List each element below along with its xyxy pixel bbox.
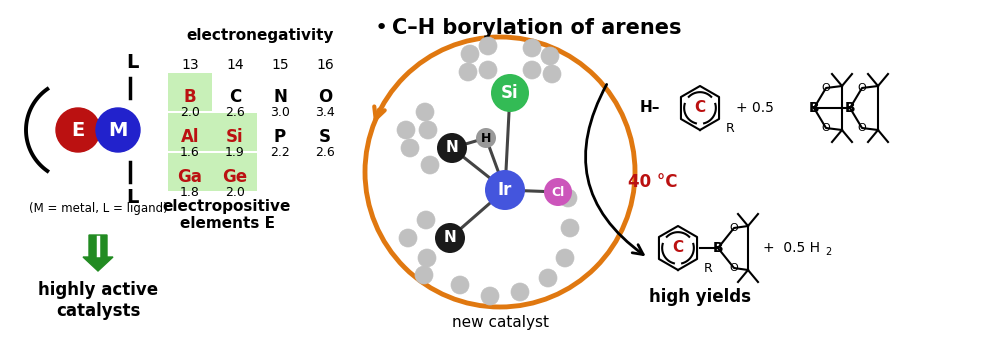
Circle shape bbox=[96, 108, 140, 152]
Text: high yields: high yields bbox=[649, 288, 751, 306]
Text: 2.0: 2.0 bbox=[225, 186, 245, 199]
Text: 14: 14 bbox=[226, 58, 244, 72]
Circle shape bbox=[539, 269, 557, 287]
Text: O: O bbox=[858, 83, 866, 93]
Text: •: • bbox=[375, 18, 388, 38]
Circle shape bbox=[56, 108, 100, 152]
Circle shape bbox=[481, 287, 499, 305]
Text: O: O bbox=[318, 88, 332, 106]
Text: O: O bbox=[822, 123, 830, 133]
Text: N: N bbox=[446, 140, 458, 155]
Text: S: S bbox=[319, 128, 331, 146]
Circle shape bbox=[544, 178, 572, 206]
Circle shape bbox=[523, 39, 541, 57]
Text: 15: 15 bbox=[271, 58, 289, 72]
Text: 1.9: 1.9 bbox=[225, 146, 245, 159]
Text: 2.6: 2.6 bbox=[225, 106, 245, 119]
Circle shape bbox=[476, 128, 496, 148]
Text: +  0.5 H: + 0.5 H bbox=[763, 241, 820, 255]
Circle shape bbox=[479, 37, 497, 55]
Text: electropositive
elements E: electropositive elements E bbox=[163, 199, 291, 231]
Text: M: M bbox=[108, 120, 128, 140]
FancyBboxPatch shape bbox=[168, 113, 257, 151]
Text: 2.2: 2.2 bbox=[270, 146, 290, 159]
Circle shape bbox=[415, 266, 433, 284]
Circle shape bbox=[543, 65, 561, 83]
Circle shape bbox=[421, 156, 439, 174]
Text: B: B bbox=[713, 241, 723, 255]
FancyArrow shape bbox=[83, 235, 113, 271]
Text: L: L bbox=[126, 188, 138, 207]
Text: Si: Si bbox=[226, 128, 244, 146]
Circle shape bbox=[451, 276, 469, 294]
Text: C–H borylation of arenes: C–H borylation of arenes bbox=[392, 18, 682, 38]
Circle shape bbox=[435, 223, 465, 253]
Text: highly active
catalysts: highly active catalysts bbox=[38, 281, 158, 320]
Circle shape bbox=[459, 63, 477, 81]
Text: new catalyst: new catalyst bbox=[452, 315, 548, 330]
Text: Ir: Ir bbox=[498, 181, 512, 199]
Text: electronegativity: electronegativity bbox=[186, 28, 334, 43]
Text: (M = metal, L = ligand): (M = metal, L = ligand) bbox=[29, 202, 167, 215]
Text: H–: H– bbox=[640, 100, 660, 116]
Text: C: C bbox=[694, 100, 706, 116]
Text: 2.0: 2.0 bbox=[180, 106, 200, 119]
FancyBboxPatch shape bbox=[168, 73, 212, 111]
Text: Ga: Ga bbox=[178, 168, 202, 186]
Text: O: O bbox=[822, 83, 830, 93]
Text: L: L bbox=[126, 53, 138, 72]
Circle shape bbox=[419, 121, 437, 139]
Text: B: B bbox=[809, 101, 819, 115]
Circle shape bbox=[401, 139, 419, 157]
Text: 2.6: 2.6 bbox=[315, 146, 335, 159]
Text: B: B bbox=[845, 101, 855, 115]
Text: 13: 13 bbox=[181, 58, 199, 72]
Circle shape bbox=[397, 121, 415, 139]
Text: 2: 2 bbox=[825, 247, 831, 257]
Text: O: O bbox=[730, 223, 738, 233]
Text: Ge: Ge bbox=[222, 168, 248, 186]
Circle shape bbox=[437, 133, 467, 163]
Text: 16: 16 bbox=[316, 58, 334, 72]
Circle shape bbox=[416, 103, 434, 121]
Circle shape bbox=[479, 61, 497, 79]
Circle shape bbox=[461, 45, 479, 63]
Circle shape bbox=[541, 47, 559, 65]
Circle shape bbox=[485, 170, 525, 210]
Text: H: H bbox=[481, 132, 491, 145]
Circle shape bbox=[491, 74, 529, 112]
Text: + 0.5: + 0.5 bbox=[736, 101, 774, 115]
Text: 40 °C: 40 °C bbox=[628, 173, 678, 191]
Text: 1.6: 1.6 bbox=[180, 146, 200, 159]
Circle shape bbox=[417, 211, 435, 229]
Text: C: C bbox=[229, 88, 241, 106]
Text: R: R bbox=[704, 262, 713, 275]
Text: E: E bbox=[71, 120, 85, 140]
Text: C: C bbox=[672, 240, 684, 256]
Text: Si: Si bbox=[501, 84, 519, 102]
Circle shape bbox=[399, 229, 417, 247]
Text: O: O bbox=[730, 263, 738, 273]
Text: N: N bbox=[444, 231, 456, 245]
Circle shape bbox=[561, 219, 579, 237]
Circle shape bbox=[523, 61, 541, 79]
FancyBboxPatch shape bbox=[168, 153, 257, 191]
Text: O: O bbox=[858, 123, 866, 133]
Circle shape bbox=[418, 249, 436, 267]
Circle shape bbox=[559, 189, 577, 207]
Text: R: R bbox=[726, 122, 735, 135]
Text: N: N bbox=[273, 88, 287, 106]
Text: 3.4: 3.4 bbox=[315, 106, 335, 119]
Circle shape bbox=[556, 249, 574, 267]
Text: Al: Al bbox=[181, 128, 199, 146]
Circle shape bbox=[511, 283, 529, 301]
Text: 3.0: 3.0 bbox=[270, 106, 290, 119]
Text: B: B bbox=[184, 88, 196, 106]
Text: Cl: Cl bbox=[551, 186, 565, 198]
Text: P: P bbox=[274, 128, 286, 146]
Text: 1.8: 1.8 bbox=[180, 186, 200, 199]
